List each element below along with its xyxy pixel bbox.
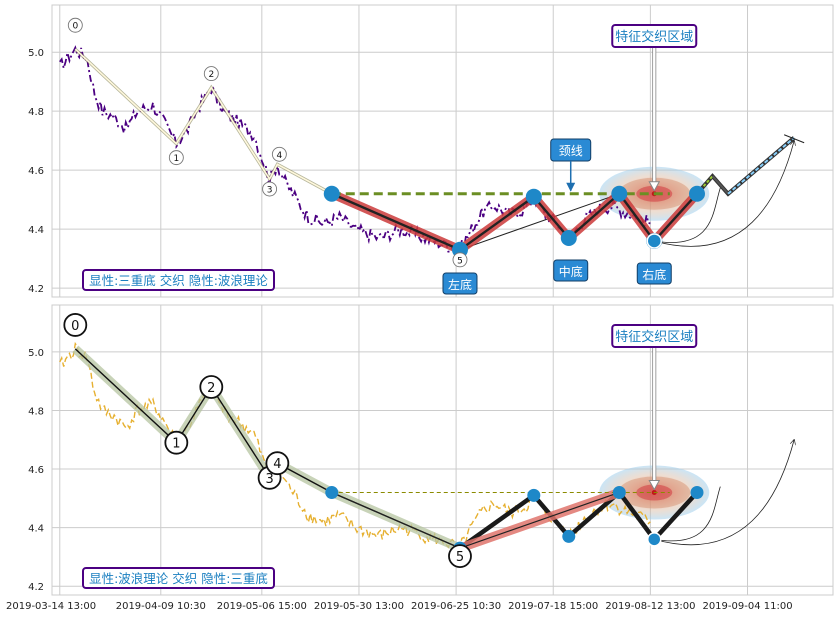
pattern-segment	[652, 490, 700, 542]
wave-label-circle	[199, 375, 224, 399]
pattern-node	[612, 485, 626, 499]
pattern-segment	[617, 490, 657, 542]
wave-label-circle	[63, 313, 88, 337]
legend-box	[82, 269, 275, 291]
feature-label-box	[611, 324, 698, 348]
curve-arrow-long	[654, 141, 794, 247]
wave-label: 2	[207, 381, 215, 396]
x-tick-label: 2019-05-30 13:00	[314, 601, 404, 612]
bottom-label-box	[553, 259, 589, 282]
wave-label: 2	[208, 70, 214, 80]
pattern-segment	[459, 195, 535, 251]
bottom-label: 右底	[642, 267, 666, 282]
wave-label: 5	[457, 256, 463, 266]
legend-text: 显性:波浪理论 交织 隐性:三重底	[89, 571, 268, 586]
wave-label-circle	[203, 66, 219, 82]
wave-label-circle	[448, 544, 472, 569]
pattern-node	[690, 485, 704, 499]
pattern-node	[323, 185, 340, 202]
curve-arrow-short	[654, 486, 721, 542]
x-tick-label: 2019-09-04 11:00	[702, 601, 792, 612]
wave-label: 4	[273, 457, 281, 472]
y-tick-label: 4.8	[28, 406, 44, 417]
feature-arrow-head	[648, 479, 661, 491]
pattern-node-right	[647, 532, 662, 547]
plot-area	[51, 4, 834, 298]
feature-label: 特征交织区域	[615, 329, 693, 345]
pattern-segment	[532, 195, 570, 239]
bottom-label-box	[442, 272, 478, 295]
y-tick-label: 4.6	[28, 465, 44, 476]
wave-label: 1	[172, 437, 180, 452]
pattern-segment	[567, 192, 621, 239]
y-tick-label: 4.4	[28, 524, 44, 535]
wave-label-circle	[265, 451, 290, 476]
feature-label-box	[611, 24, 698, 48]
wave-label-circle	[67, 17, 83, 33]
wave-label-circle	[164, 430, 189, 455]
price-line	[59, 341, 651, 549]
wave-label: 0	[71, 319, 79, 334]
pattern-segment	[331, 491, 461, 549]
pattern-segment	[331, 192, 461, 251]
x-tick-label: 2019-07-18 15:00	[508, 601, 598, 612]
projection-segment	[711, 175, 729, 195]
projection-segment	[696, 175, 714, 195]
feature-arrow-head	[648, 181, 661, 192]
projection-end-tick	[783, 134, 805, 144]
wave-label: 3	[265, 472, 273, 487]
wave-label-circle	[271, 146, 287, 162]
feature-label: 特征交织区域	[615, 29, 693, 45]
wave-label: 0	[72, 22, 78, 32]
wave-label-circle	[262, 181, 278, 197]
y-tick-label: 5.0	[28, 348, 44, 359]
legend-box	[82, 567, 275, 589]
neckline-label: 颈线	[559, 144, 583, 158]
wave-label: 4	[276, 151, 282, 161]
bottom-label-box	[636, 262, 672, 285]
x-tick-label: 2019-08-12 13:00	[605, 601, 695, 612]
wave-line	[74, 48, 333, 195]
x-tick-label: 2019-05-06 15:00	[217, 601, 307, 612]
projection-segment	[727, 136, 795, 195]
pattern-segment	[618, 193, 656, 242]
y-tick-label: 4.8	[28, 107, 44, 118]
wave-label: 1	[173, 154, 179, 164]
wave-label: 3	[267, 186, 273, 196]
x-tick-label: 2019-06-25 10:30	[411, 601, 501, 612]
pattern-node	[560, 230, 577, 247]
wave-label-circle	[168, 150, 184, 166]
pattern-node	[611, 185, 628, 202]
bottom-label: 中底	[559, 264, 583, 279]
x-axis: 2019-03-14 13:00 2019-04-09 10:30 2019-05-…	[6, 601, 793, 612]
y-tick-label: 4.2	[28, 582, 44, 593]
wave-label: 5	[456, 550, 464, 565]
pattern-node	[525, 188, 542, 205]
wave-pattern-overlap-line	[459, 491, 620, 549]
bottom-label: 左底	[448, 277, 472, 292]
y-tick-label: 5.0	[28, 48, 44, 59]
curve-arrow-short	[654, 187, 721, 243]
x-tick-label: 2019-03-14 13:00	[6, 601, 96, 612]
pattern-node	[689, 185, 706, 202]
y-tick-label: 4.6	[28, 166, 44, 177]
y-tick-label: 4.2	[28, 284, 44, 295]
pattern-segment	[653, 192, 698, 242]
pattern-node	[527, 488, 541, 502]
wave-label-circle	[452, 252, 468, 268]
pattern-node	[325, 485, 339, 499]
curve-arrow-long	[654, 440, 794, 546]
pattern-node-right	[646, 233, 663, 249]
legend-text: 显性:三重底 交织 隐性:波浪理论	[89, 273, 268, 288]
pattern-node	[562, 529, 576, 543]
y-tick-label: 4.4	[28, 225, 44, 236]
x-tick-label: 2019-04-09 10:30	[116, 601, 206, 612]
